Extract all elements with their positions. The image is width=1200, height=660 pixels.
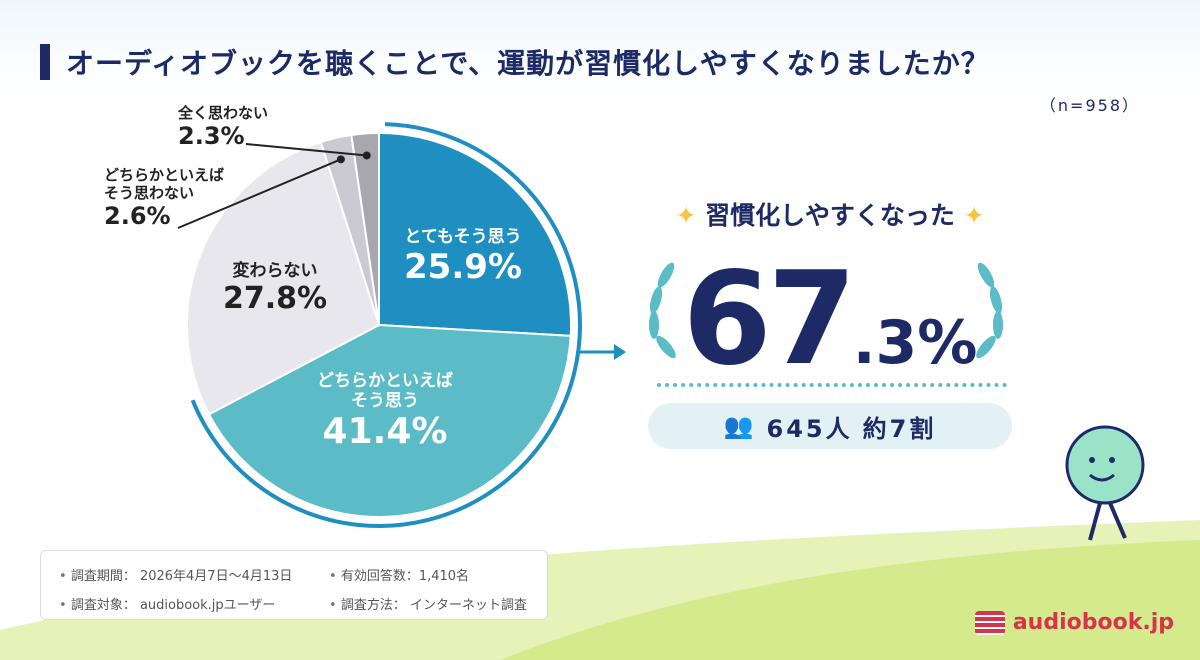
pie-slice-1 — [207, 323, 572, 518]
leader-dot-4 — [362, 151, 371, 160]
sample-size: （n=958） — [1039, 96, 1140, 115]
people-icon: 👥 — [723, 412, 757, 440]
count-pill: 👥 645人 約7割 — [648, 403, 1012, 449]
leader-dot-3 — [336, 155, 345, 164]
brand-logo: audiobook.jp — [974, 610, 1174, 635]
pie-slice-2 — [186, 140, 381, 416]
hero-subtitle: ✦ 習慣化しやすくなった ✦ — [675, 201, 985, 230]
survey-info: 調査期間： 2026年4月7日〜4月13日 有効回答数：1,410名 調査対象：… — [40, 550, 548, 620]
slice-label-strongly-agree: とてもそう思う 25.9% — [404, 227, 522, 287]
mascot-illustration — [1065, 425, 1145, 541]
leader-line-3 — [177, 158, 342, 229]
pie-slice-0 — [378, 131, 572, 337]
pie-chart — [177, 122, 582, 528]
slice-label-strongly-disagree: 全く思わない 2.3% — [178, 104, 269, 150]
slice-label-no-change: 変わらない 27.8% — [222, 261, 328, 316]
leader-line-4 — [245, 143, 367, 157]
slice-label-somewhat-disagree: どちらかといえば そう思わない 2.6% — [104, 166, 225, 230]
laurel-icon — [649, 262, 1003, 359]
page-title: オーディオブックを聴くことで、運動が習慣化しやすくなりましたか？ — [66, 47, 990, 80]
sparkle-icon: ✦ — [963, 201, 985, 230]
sparkle-icon: ✦ — [675, 201, 697, 230]
agree-highlight-arc — [190, 122, 582, 528]
slice-label-somewhat-agree: どちらかといえば そう思う 41.4% — [317, 371, 453, 453]
pie-slice-4 — [350, 131, 380, 326]
hero-percentage: 67.3% — [682, 245, 978, 394]
divider — [657, 383, 1007, 387]
background-hill — [0, 520, 1200, 660]
arrow-icon — [578, 344, 626, 360]
book-icon — [974, 610, 1005, 635]
title-accent — [40, 44, 50, 80]
